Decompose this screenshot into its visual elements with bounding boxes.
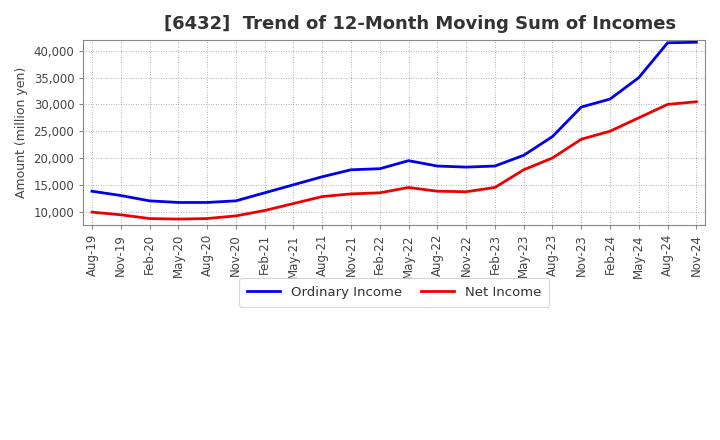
Net Income xyxy=(318,194,327,199)
Net Income xyxy=(577,136,585,142)
Net Income xyxy=(289,201,298,206)
Net Income xyxy=(548,155,557,161)
Net Income xyxy=(663,102,672,107)
Ordinary Income xyxy=(490,163,499,169)
Ordinary Income xyxy=(519,153,528,158)
Ordinary Income xyxy=(375,166,384,171)
Ordinary Income xyxy=(232,198,240,204)
Ordinary Income xyxy=(404,158,413,163)
Ordinary Income xyxy=(346,167,355,172)
Net Income xyxy=(404,185,413,190)
Ordinary Income xyxy=(289,182,298,187)
Y-axis label: Amount (million yen): Amount (million yen) xyxy=(15,67,28,198)
Net Income xyxy=(203,216,212,221)
Net Income xyxy=(692,99,701,104)
Ordinary Income xyxy=(548,134,557,139)
Net Income xyxy=(145,216,154,221)
Net Income xyxy=(462,189,470,194)
Ordinary Income xyxy=(634,75,643,80)
Legend: Ordinary Income, Net Income: Ordinary Income, Net Income xyxy=(239,278,549,307)
Ordinary Income xyxy=(462,165,470,170)
Ordinary Income xyxy=(606,96,614,102)
Ordinary Income xyxy=(433,163,441,169)
Text: [6432]  Trend of 12-Month Moving Sum of Incomes: [6432] Trend of 12-Month Moving Sum of I… xyxy=(164,15,676,33)
Net Income xyxy=(174,216,183,222)
Ordinary Income xyxy=(203,200,212,205)
Ordinary Income xyxy=(174,200,183,205)
Net Income xyxy=(261,208,269,213)
Net Income xyxy=(117,212,125,217)
Ordinary Income xyxy=(261,190,269,195)
Ordinary Income xyxy=(663,40,672,45)
Line: Net Income: Net Income xyxy=(92,102,696,219)
Ordinary Income xyxy=(318,174,327,180)
Ordinary Income xyxy=(117,193,125,198)
Net Income xyxy=(88,209,96,215)
Net Income xyxy=(346,191,355,197)
Net Income xyxy=(634,115,643,121)
Line: Ordinary Income: Ordinary Income xyxy=(92,42,696,202)
Net Income xyxy=(490,185,499,190)
Ordinary Income xyxy=(692,40,701,45)
Net Income xyxy=(232,213,240,219)
Net Income xyxy=(606,128,614,134)
Net Income xyxy=(519,167,528,172)
Ordinary Income xyxy=(145,198,154,204)
Net Income xyxy=(375,190,384,195)
Net Income xyxy=(433,189,441,194)
Ordinary Income xyxy=(577,104,585,110)
Ordinary Income xyxy=(88,189,96,194)
